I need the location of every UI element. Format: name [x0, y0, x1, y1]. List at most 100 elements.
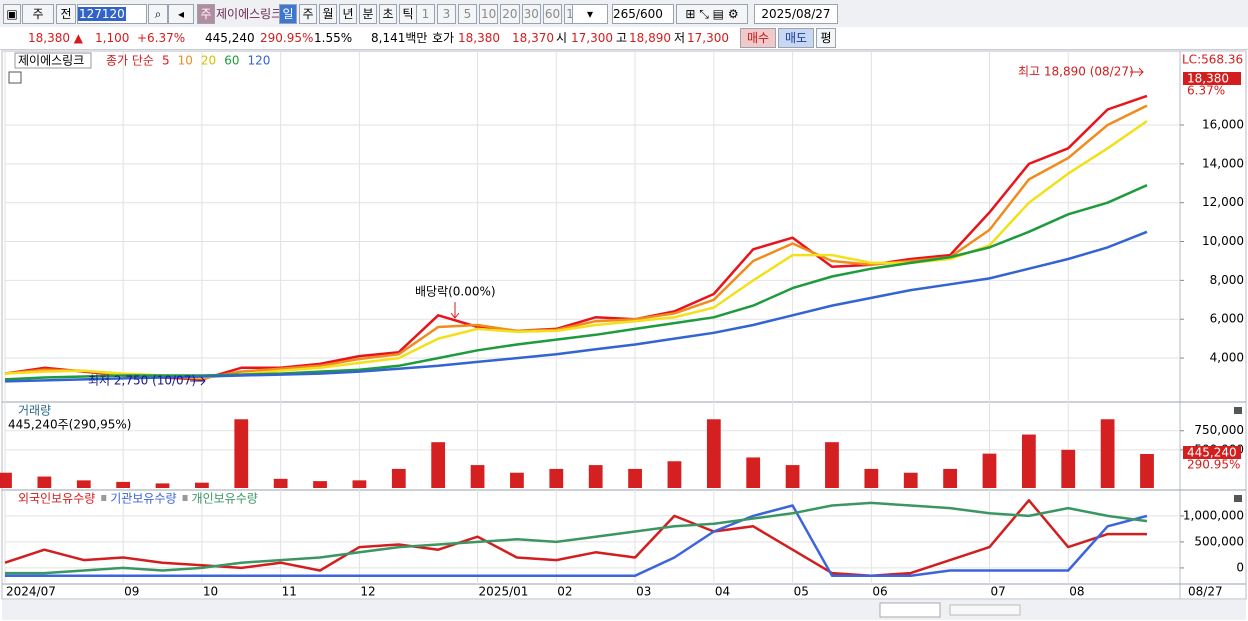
y-tick-label: 14,000: [1202, 156, 1244, 170]
zoom-slider[interactable]: [949, 604, 1021, 616]
x-tick-label: 07: [990, 585, 1005, 599]
period-button[interactable]: 분: [359, 4, 377, 24]
volume-badge: [1183, 446, 1241, 459]
y-tick-label: 4,000: [1210, 351, 1244, 365]
x-tick-label: 03: [636, 585, 651, 599]
type-badge: 주: [197, 4, 215, 24]
avg-button[interactable]: 평: [816, 28, 836, 48]
legend-entry: 10: [178, 54, 193, 68]
volume-bar: [510, 472, 524, 488]
legend-marker: [182, 495, 188, 501]
change-badge-text: 6.37%: [1187, 84, 1225, 98]
panel-subtitle: 445,240주(290,95%): [8, 418, 131, 432]
interval-button[interactable]: 10: [479, 4, 499, 24]
volume-bar: [1100, 419, 1115, 488]
prev-button[interactable]: 전: [56, 4, 76, 24]
interval-button[interactable]: 5: [458, 4, 477, 24]
interval-button[interactable]: 1: [416, 4, 435, 24]
period-button[interactable]: 일: [279, 4, 297, 24]
y-tick-label: 8,000: [1210, 273, 1244, 287]
volume-bar: [903, 472, 918, 488]
legend-entry: 5: [162, 54, 170, 68]
scroll-buttons[interactable]: [879, 602, 941, 618]
legend-entry: 외국인보유수량: [18, 492, 95, 506]
stock-name: 제이에스링크: [216, 7, 283, 21]
x-tick-label: 08: [1069, 585, 1084, 599]
volume-bar: [746, 457, 761, 488]
x-tick-label: 11: [282, 585, 297, 599]
date-input[interactable]: 2025/08/27: [754, 4, 838, 24]
volume: 445,240: [205, 31, 255, 45]
title-box: [14, 52, 92, 69]
tool-icons[interactable]: [1030, 603, 1240, 617]
volume-pct-text: 290.95%: [1187, 458, 1240, 472]
close-icon[interactable]: [1234, 495, 1242, 502]
market-select[interactable]: 주: [22, 4, 54, 24]
x-tick-label: 2024/07: [6, 585, 56, 599]
search-button[interactable]: ⌕: [148, 4, 168, 24]
x-tick-label: 06: [872, 585, 887, 599]
count: 265: [613, 7, 636, 21]
count-max: /600: [635, 7, 663, 21]
period-button[interactable]: 초: [379, 4, 397, 24]
y-tick-label: 12,000: [1202, 195, 1244, 209]
x-end-label: 08/27: [1188, 585, 1223, 599]
sound-button[interactable]: ◂: [168, 4, 194, 24]
code-text: 127120: [78, 7, 126, 21]
high: 18,890: [629, 31, 671, 45]
interval-group: 13510203060120: [416, 4, 593, 24]
period-button[interactable]: 주: [299, 4, 317, 24]
interval-button[interactable]: 60: [542, 4, 563, 24]
volume-bar: [76, 480, 91, 488]
close-icon[interactable]: [1234, 407, 1242, 414]
volume-bar: [943, 468, 957, 488]
unit-select[interactable]: ▾: [572, 4, 608, 24]
amount: 8,141백만: [371, 31, 428, 45]
table-icon[interactable]: [8, 71, 22, 84]
change: 1,100: [95, 31, 130, 45]
menu-icon[interactable]: ▣: [3, 4, 21, 24]
interval-button[interactable]: 3: [437, 4, 456, 24]
volume-bar: [391, 468, 406, 488]
volume-bar: [352, 480, 367, 488]
volume-bar: [155, 483, 170, 488]
tool-icons[interactable]: ⊞ ⤡ ▤ ⚙: [676, 4, 748, 24]
sell-button[interactable]: 매도: [778, 28, 814, 48]
chart-title: 제이에스링크: [18, 54, 84, 68]
period-button[interactable]: 월: [319, 4, 337, 24]
price-badge: [1183, 72, 1241, 85]
volume-bar: [628, 468, 642, 488]
annotation-arrow: [1130, 67, 1144, 77]
series-line: [4, 230, 1148, 383]
x-tick-label: 04: [715, 585, 730, 599]
period-button[interactable]: 틱: [399, 4, 417, 24]
legend-entry: 20: [201, 54, 216, 68]
interval-button[interactable]: 30: [521, 4, 541, 24]
code-input[interactable]: 127120: [77, 4, 147, 24]
y-tick-label: 500,000: [1194, 534, 1244, 548]
volume-badge-text: 445,240: [1187, 446, 1237, 460]
high-label: 고: [616, 31, 628, 45]
count-box[interactable]: 265/600: [612, 4, 674, 24]
y-tick-label: 0: [1236, 560, 1244, 574]
volume-bar: [1140, 453, 1154, 488]
ask: 18,380: [458, 31, 500, 45]
annotation: 최저 2,750 (10/07): [88, 374, 196, 388]
volume-bar: [825, 442, 839, 488]
y-tick-label: 10,000: [1202, 234, 1244, 248]
change-pct: +6.37%: [137, 31, 186, 45]
series-line: [5, 501, 1148, 575]
legend-entry: 60: [224, 54, 239, 68]
series-line: [5, 504, 1148, 577]
price: 18,380 ▲: [28, 31, 84, 45]
legend-label: 종가 단순: [106, 54, 154, 68]
open-label: 시: [556, 31, 568, 45]
period-button[interactable]: 년: [339, 4, 357, 24]
chart-frame: [1, 50, 1247, 600]
interval-button[interactable]: 20: [500, 4, 520, 24]
y-tick-label: 1,000,000: [1183, 508, 1244, 522]
buy-button[interactable]: 매수: [740, 28, 776, 48]
